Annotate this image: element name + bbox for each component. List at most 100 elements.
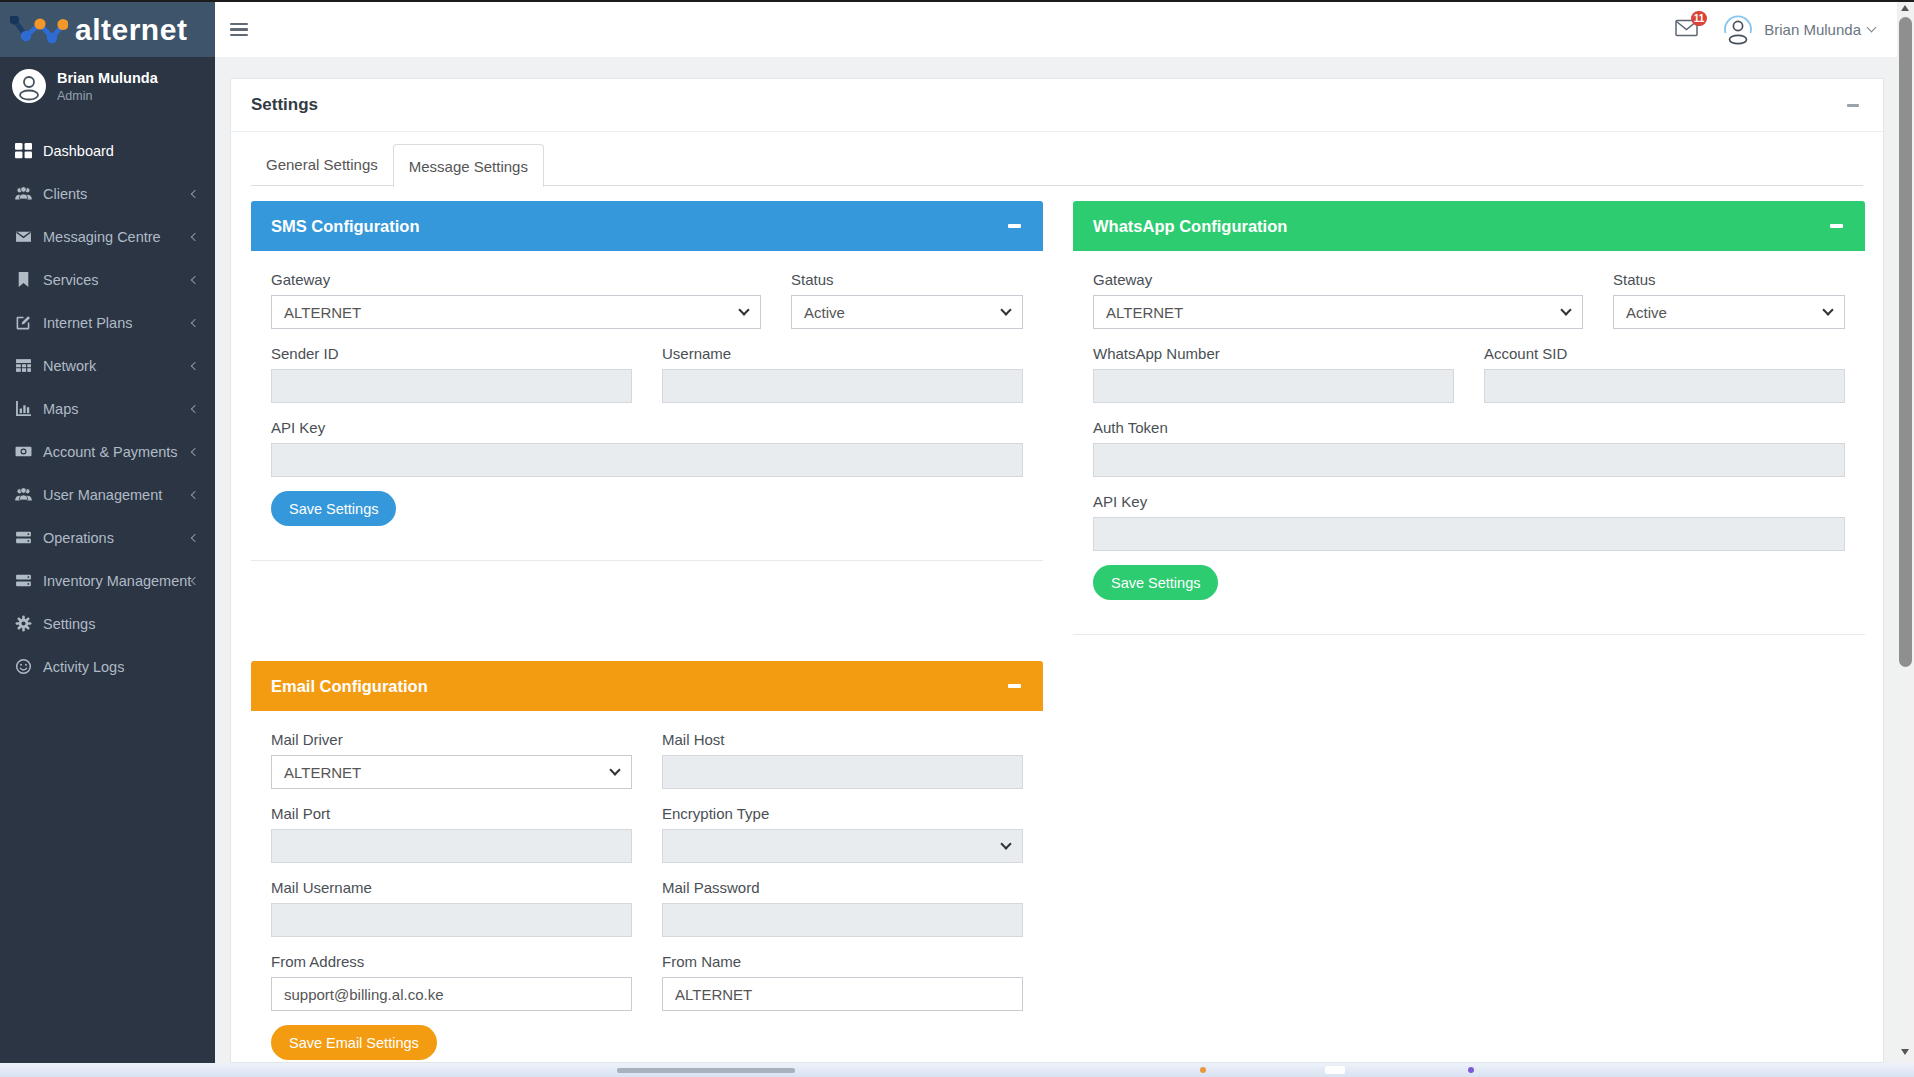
mail-host-input[interactable]: [662, 755, 1023, 789]
whatsapp-number-input[interactable]: [1093, 369, 1454, 403]
mail-password-input[interactable]: [662, 903, 1023, 937]
mail-port-input[interactable]: [271, 829, 632, 863]
sidebar-item-label: Internet Plans: [43, 315, 132, 331]
sidebar-item-maps[interactable]: Maps: [0, 387, 215, 430]
sms-save-button[interactable]: Save Settings: [271, 491, 396, 526]
from-name-input[interactable]: [662, 977, 1023, 1011]
envelope-icon: [14, 228, 32, 245]
taskbar-item: [1468, 1067, 1474, 1073]
table-icon: [14, 357, 32, 374]
tab-general-settings[interactable]: General Settings: [251, 144, 393, 185]
sidebar-user-name: Brian Mulunda: [57, 70, 158, 87]
brand-logo[interactable]: alternet: [0, 2, 215, 57]
email-panel-title: Email Configuration: [271, 677, 428, 696]
collapse-icon[interactable]: [1847, 104, 1859, 107]
user-avatar-icon: [1722, 13, 1754, 47]
sidebar-item-label: Account & Payments: [43, 444, 178, 460]
collapse-icon[interactable]: [1008, 224, 1021, 228]
sidebar: alternet Brian Mulunda Admin Dashboard C…: [0, 2, 215, 1063]
app-root: alternet Brian Mulunda Admin Dashboard C…: [0, 0, 1914, 1077]
tab-message-settings[interactable]: Message Settings: [393, 144, 544, 187]
mail-driver-select[interactable]: ALTERNET: [271, 755, 632, 789]
sms-sender-id-input[interactable]: [271, 369, 632, 403]
sidebar-item-inventory-management[interactable]: Inventory Management: [0, 559, 215, 602]
users-icon: [14, 486, 32, 503]
scrollbar-thumb[interactable]: [1899, 17, 1912, 667]
sms-username-input[interactable]: [662, 369, 1023, 403]
account-sid-label: Account SID: [1484, 345, 1845, 363]
sidebar-item-account-payments[interactable]: Account & Payments: [0, 430, 215, 473]
from-address-label: From Address: [271, 953, 632, 971]
status-label: Status: [791, 271, 1023, 289]
edit-icon: [14, 314, 32, 331]
scrollbar[interactable]: [1897, 0, 1914, 1077]
server-icon: [14, 572, 32, 589]
sidebar-item-label: Inventory Management: [43, 573, 191, 589]
sidebar-item-label: Dashboard: [43, 143, 114, 159]
encryption-type-select[interactable]: [662, 829, 1023, 863]
sender-id-label: Sender ID: [271, 345, 632, 363]
from-address-input[interactable]: [271, 977, 632, 1011]
sidebar-item-services[interactable]: Services: [0, 258, 215, 301]
mail-host-label: Mail Host: [662, 731, 1023, 749]
scroll-down-arrow-icon[interactable]: [1901, 1049, 1909, 1055]
sms-panel-title: SMS Configuration: [271, 217, 419, 236]
sidebar-item-clients[interactable]: Clients: [0, 172, 215, 215]
sms-status-select[interactable]: Active: [791, 295, 1023, 329]
messages-button[interactable]: 11: [1675, 19, 1698, 41]
api-key-label: API Key: [1093, 493, 1845, 511]
sidebar-item-dashboard[interactable]: Dashboard: [0, 129, 215, 172]
sidebar-item-messaging-centre[interactable]: Messaging Centre: [0, 215, 215, 258]
status-label: Status: [1613, 271, 1845, 289]
mail-port-label: Mail Port: [271, 805, 632, 823]
whatsapp-status-select[interactable]: Active: [1613, 295, 1845, 329]
sidebar-item-operations[interactable]: Operations: [0, 516, 215, 559]
sidebar-user-role: Admin: [57, 89, 158, 103]
mail-username-label: Mail Username: [271, 879, 632, 897]
user-menu[interactable]: Brian Mulunda: [1722, 13, 1875, 47]
chevron-left-icon: [191, 533, 199, 541]
scroll-up-arrow-icon[interactable]: [1901, 5, 1909, 11]
whatsapp-panel-title: WhatsApp Configuration: [1093, 217, 1287, 236]
user-avatar[interactable]: [12, 69, 46, 103]
whatsapp-account-sid-input[interactable]: [1484, 369, 1845, 403]
topbar: 11 Brian Mulunda: [215, 2, 1897, 57]
mail-username-input[interactable]: [271, 903, 632, 937]
email-save-button[interactable]: Save Email Settings: [271, 1025, 437, 1060]
whatsapp-gateway-select[interactable]: ALTERNET: [1093, 295, 1583, 329]
sidebar-item-label: Services: [43, 272, 99, 288]
collapse-icon[interactable]: [1008, 684, 1021, 688]
sidebar-item-label: Network: [43, 358, 96, 374]
chevron-down-icon: [1560, 304, 1571, 315]
sidebar-item-network[interactable]: Network: [0, 344, 215, 387]
whatsapp-save-button[interactable]: Save Settings: [1093, 565, 1218, 600]
bar-chart-icon: [14, 400, 32, 417]
chevron-down-icon: [738, 304, 749, 315]
taskbar-item: [617, 1068, 795, 1073]
whatsapp-api-key-input[interactable]: [1093, 517, 1845, 551]
api-key-label: API Key: [271, 419, 1023, 437]
sms-gateway-select[interactable]: ALTERNET: [271, 295, 761, 329]
smiley-icon: [14, 658, 32, 675]
chevron-left-icon: [191, 447, 199, 455]
whatsapp-auth-token-input[interactable]: [1093, 443, 1845, 477]
sidebar-item-settings[interactable]: Settings: [0, 602, 215, 645]
email-panel-header: Email Configuration: [251, 661, 1043, 711]
sidebar-item-activity-logs[interactable]: Activity Logs: [0, 645, 215, 688]
hamburger-menu-icon[interactable]: [230, 23, 248, 36]
window-top-edge: [0, 0, 1914, 2]
chevron-left-icon: [191, 404, 199, 412]
sidebar-item-label: Activity Logs: [43, 659, 124, 675]
sidebar-item-user-management[interactable]: User Management: [0, 473, 215, 516]
collapse-icon[interactable]: [1830, 224, 1843, 228]
chevron-left-icon: [191, 318, 199, 326]
grid-icon: [14, 142, 32, 159]
chevron-left-icon: [191, 275, 199, 283]
sidebar-user-panel: Brian Mulunda Admin: [0, 57, 215, 125]
whatsapp-number-label: WhatsApp Number: [1093, 345, 1454, 363]
sms-api-key-input[interactable]: [271, 443, 1023, 477]
username-label: Username: [662, 345, 1023, 363]
whatsapp-panel-header: WhatsApp Configuration: [1073, 201, 1865, 251]
sidebar-item-internet-plans[interactable]: Internet Plans: [0, 301, 215, 344]
topbar-user-name: Brian Mulunda: [1764, 21, 1861, 38]
